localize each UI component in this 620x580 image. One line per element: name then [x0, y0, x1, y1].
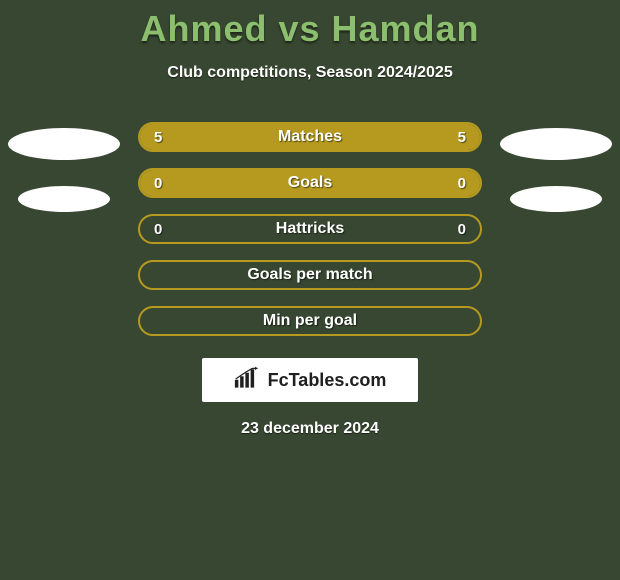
- stat-value-right: 0: [458, 175, 466, 192]
- stat-bar: Min per goal: [138, 306, 482, 336]
- site-logo-text: FcTables.com: [268, 370, 387, 391]
- stat-fill-right: [310, 170, 480, 196]
- left-badge-2: [18, 186, 110, 212]
- right-badge-2: [510, 186, 602, 212]
- stat-bar: 5 Matches 5: [138, 122, 482, 152]
- content-row: 5 Matches 5 0 Goals 0 0 Hattricks 0 Goals per mat…: [0, 122, 620, 336]
- left-badge-1: [8, 128, 120, 160]
- stat-value-left: 0: [154, 175, 162, 192]
- stats-column: 5 Matches 5 0 Goals 0 0 Hattricks 0 Goals per mat…: [138, 122, 482, 336]
- stat-label: Goals: [288, 174, 332, 192]
- bar-chart-icon: [234, 367, 262, 394]
- subheading: Club competitions, Season 2024/2025: [0, 64, 620, 82]
- right-badge-1: [500, 128, 612, 160]
- stat-bar: Goals per match: [138, 260, 482, 290]
- stat-bar: 0 Hattricks 0: [138, 214, 482, 244]
- stat-label: Goals per match: [247, 266, 372, 284]
- stat-value-right: 5: [458, 129, 466, 146]
- stat-label: Min per goal: [263, 312, 357, 330]
- stat-fill-left: [140, 170, 310, 196]
- stat-label: Hattricks: [276, 220, 344, 238]
- stat-label: Matches: [278, 128, 342, 146]
- date-text: 23 december 2024: [0, 420, 620, 438]
- right-badge-column: [500, 122, 612, 336]
- page-title: Ahmed vs Hamdan: [0, 0, 620, 50]
- site-logo: FcTables.com: [202, 358, 418, 402]
- stat-value-left: 5: [154, 129, 162, 146]
- left-badge-column: [8, 122, 120, 336]
- stat-value-right: 0: [458, 221, 466, 238]
- stat-value-left: 0: [154, 221, 162, 238]
- stat-bar: 0 Goals 0: [138, 168, 482, 198]
